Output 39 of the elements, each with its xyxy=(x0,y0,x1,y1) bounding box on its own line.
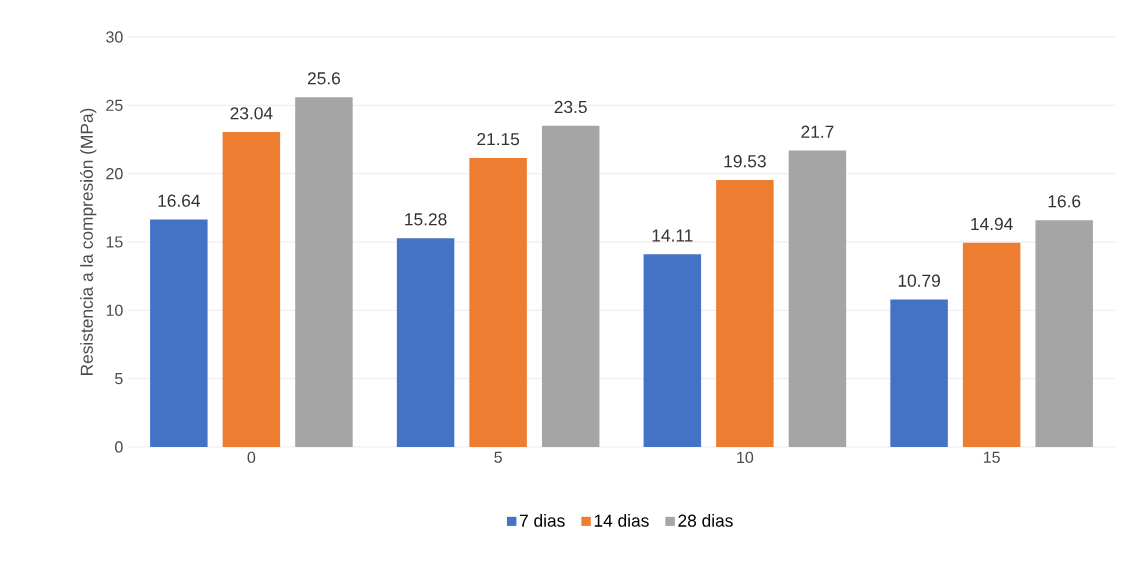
x-tick-label: 0 xyxy=(247,451,256,464)
legend-label: 28 dias xyxy=(678,514,733,527)
bar xyxy=(788,150,847,447)
data-label: 14.11 xyxy=(652,229,693,242)
bar xyxy=(962,242,1021,447)
data-label: 21.15 xyxy=(477,132,520,146)
data-label: 16.64 xyxy=(158,194,201,207)
data-label: 16.6 xyxy=(1048,195,1081,208)
y-tick-label: 15 xyxy=(106,236,123,248)
data-label: 10.79 xyxy=(898,274,940,287)
y-tick-label: 25 xyxy=(106,99,123,111)
bar xyxy=(150,219,208,447)
bar xyxy=(396,238,455,447)
bar xyxy=(295,97,353,447)
bar xyxy=(1035,220,1093,447)
legend-label: 14 dias xyxy=(594,514,649,527)
y-tick-label: 5 xyxy=(115,373,123,385)
legend-label: 7 dias xyxy=(519,514,565,527)
data-label: 23.04 xyxy=(230,107,273,120)
x-tick-label: 15 xyxy=(983,451,1000,463)
x-tick-label: 5 xyxy=(494,451,502,463)
bar xyxy=(890,299,948,447)
y-axis-title: Resistencia a la compresión (MPa) xyxy=(79,108,97,375)
data-label: 19.53 xyxy=(724,155,766,168)
bar xyxy=(469,157,527,447)
bar xyxy=(643,254,702,447)
data-label: 25.6 xyxy=(307,72,341,85)
y-tick-label: 0 xyxy=(115,441,123,453)
data-label: 23.5 xyxy=(554,100,587,114)
y-tick-label: 20 xyxy=(106,168,123,180)
y-tick-label: 10 xyxy=(106,304,123,316)
data-label: 21.7 xyxy=(801,125,834,138)
bar xyxy=(716,180,774,447)
bar xyxy=(541,125,600,447)
bar xyxy=(222,132,281,447)
data-label: 14.94 xyxy=(971,217,1013,231)
x-tick-label: 10 xyxy=(737,451,754,464)
y-tick-label: 30 xyxy=(106,31,123,43)
data-label: 15.28 xyxy=(405,213,447,226)
